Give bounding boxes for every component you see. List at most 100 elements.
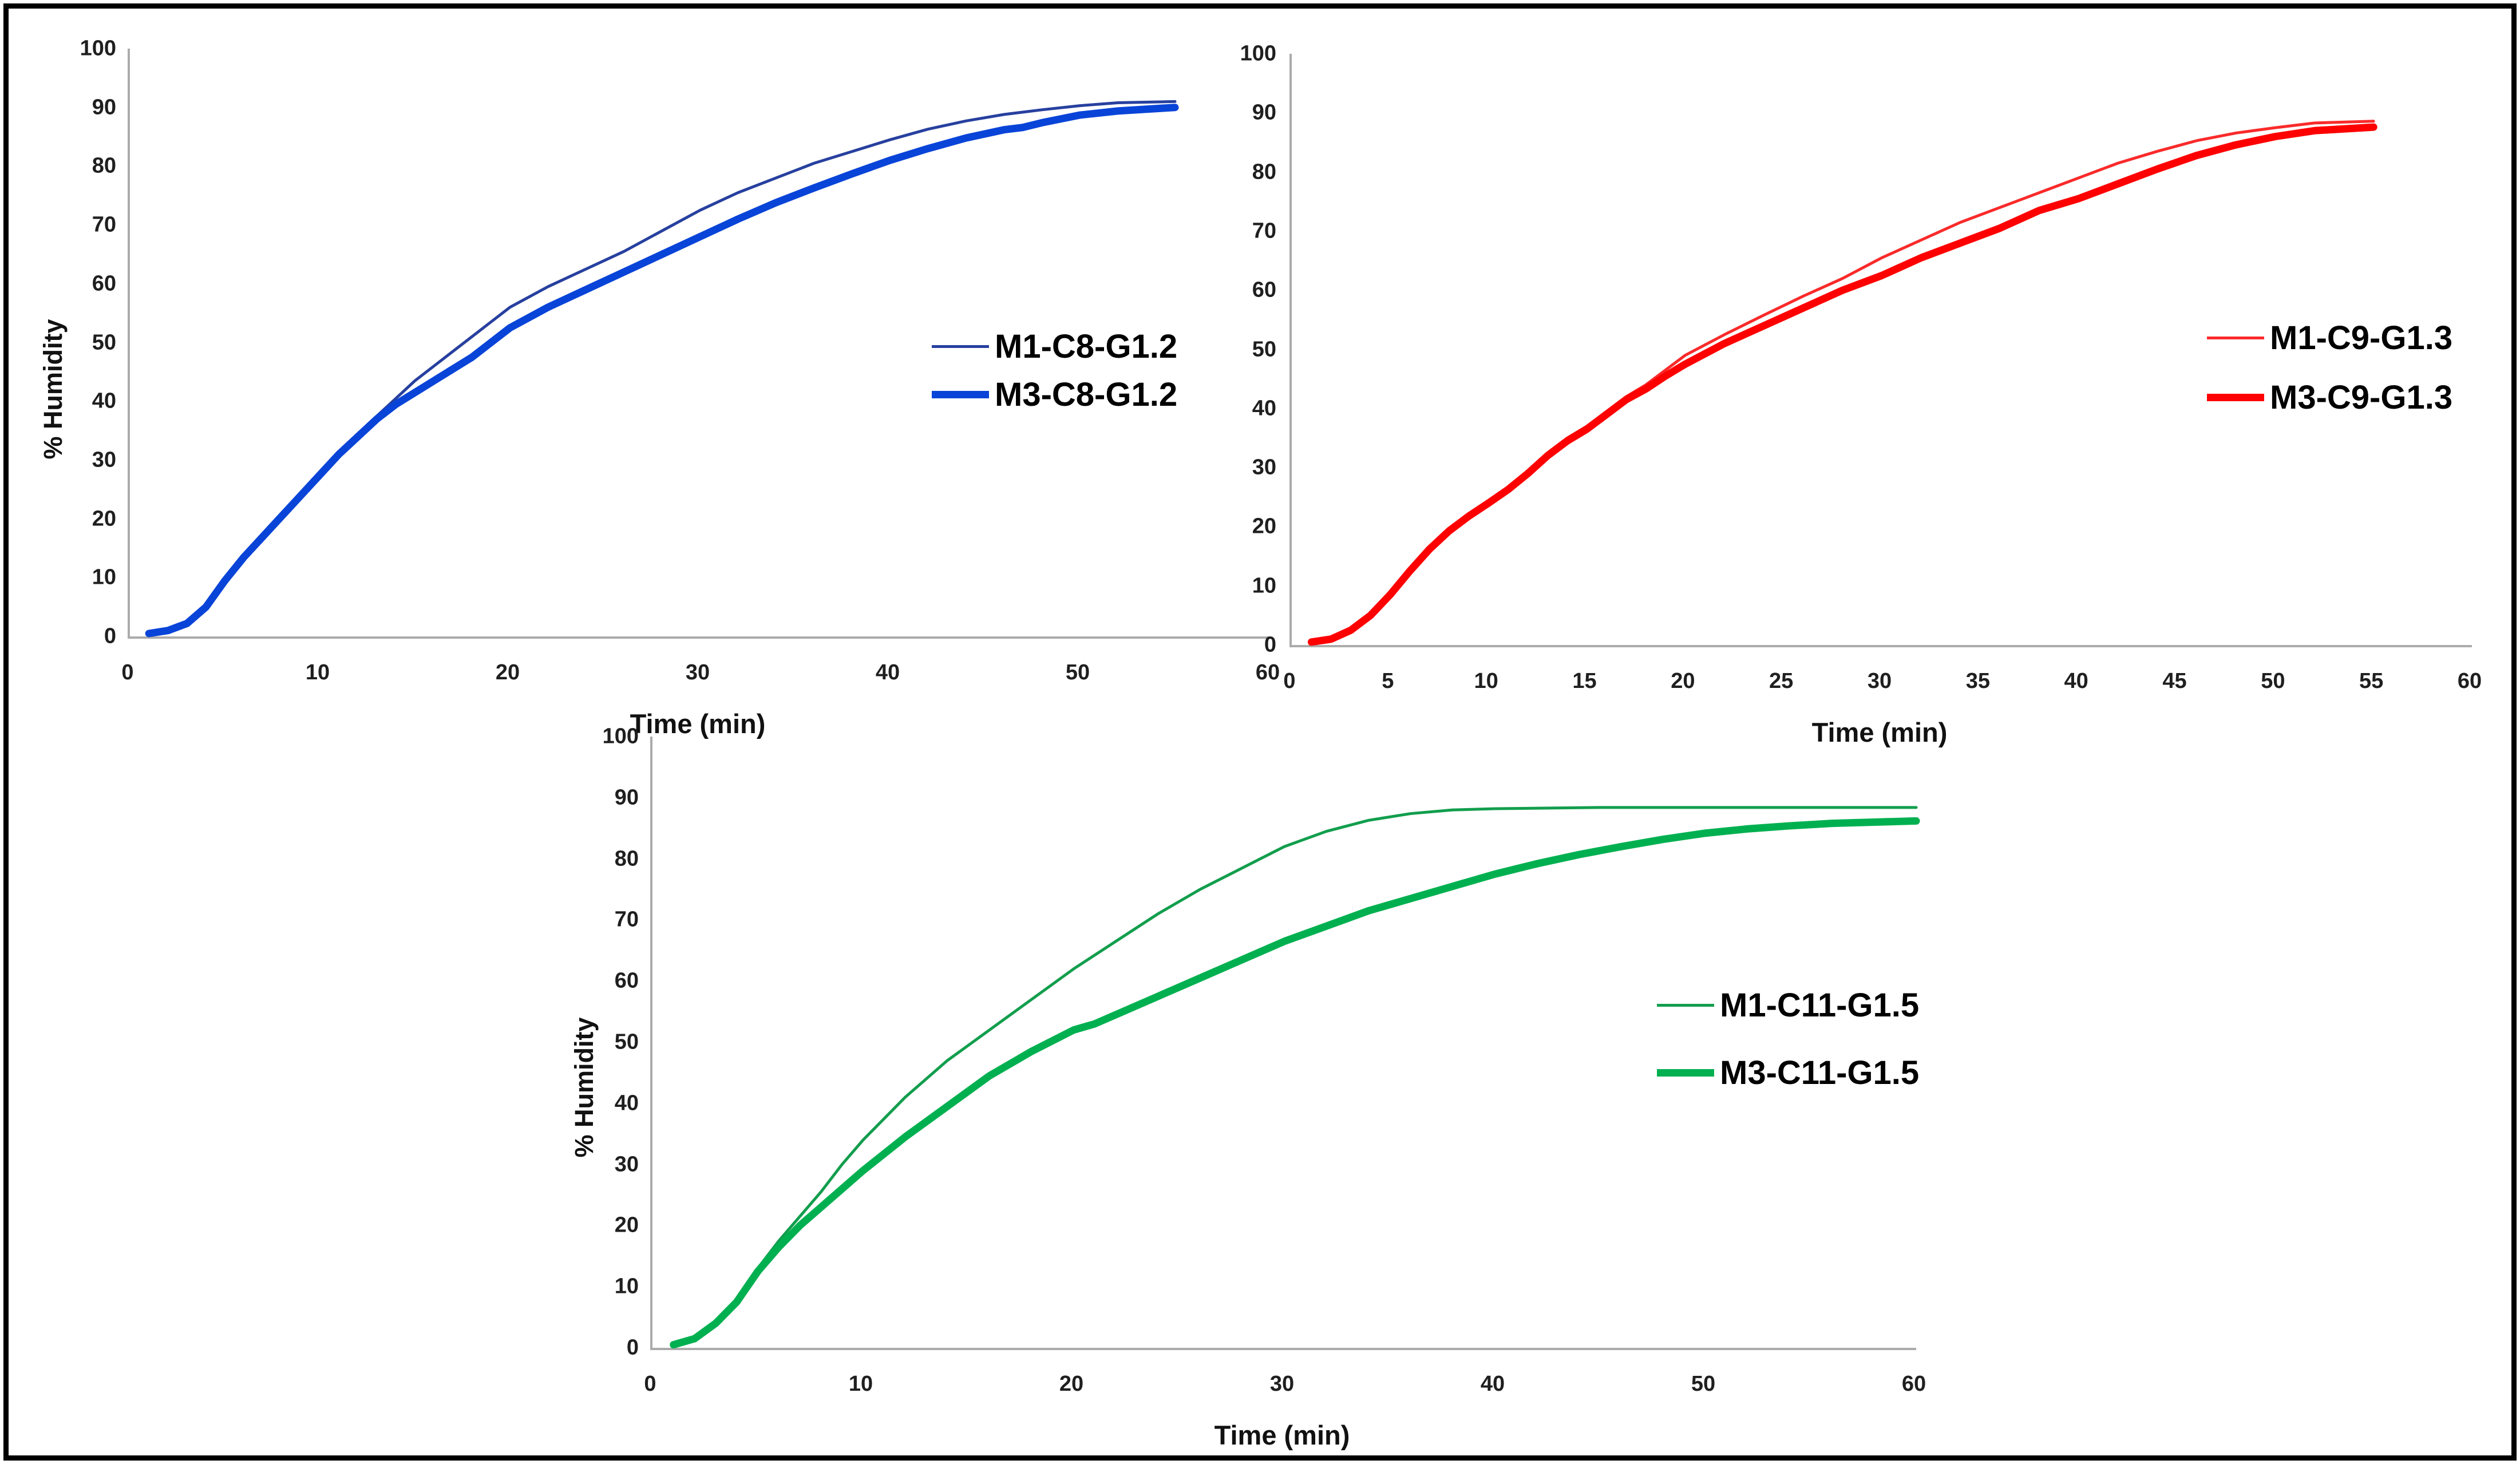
series-line-M3-C9-G1.3 — [1311, 127, 2373, 642]
y-tick-label: 100 — [1240, 41, 1276, 66]
legend-line-swatch — [1657, 1003, 1714, 1007]
legend-line-swatch — [2207, 393, 2264, 401]
line-series-canvas — [652, 737, 1916, 1348]
legend-row: M1-C11-G1.5 — [1657, 986, 1920, 1024]
x-tick-label: 20 — [495, 660, 520, 684]
y-tick-label: 70 — [614, 907, 639, 932]
legend-line-swatch — [2207, 336, 2264, 339]
x-tick-label: 5 — [1382, 669, 1394, 693]
line-series-canvas — [130, 49, 1270, 636]
x-tick-label: 40 — [1480, 1372, 1505, 1396]
x-tick-label: 15 — [1572, 669, 1597, 693]
legend-label: M3-C8-G1.2 — [995, 375, 1178, 413]
x-tick-label: 30 — [685, 660, 710, 684]
legend: M1-C9-G1.3 M3-C9-G1.3 — [2207, 319, 2452, 416]
y-tick-label: 50 — [92, 330, 116, 354]
legend-label: M1-C11-G1.5 — [1720, 986, 1920, 1024]
x-tick-label: 30 — [1867, 669, 1892, 693]
x-tick-label: 35 — [1965, 669, 1990, 693]
y-tick-label: 100 — [80, 36, 116, 61]
y-tick-label: 30 — [1252, 455, 1276, 480]
plot-area — [1289, 54, 2472, 647]
x-tick-label: 60 — [1901, 1372, 1926, 1396]
x-tick-label: 45 — [2162, 669, 2187, 693]
x-tick-label: 0 — [644, 1372, 656, 1396]
y-tick-label: 100 — [602, 724, 639, 749]
legend-label: M1-C9-G1.3 — [2270, 319, 2453, 357]
plot-area — [128, 49, 1270, 639]
y-tick-label: 70 — [92, 212, 116, 237]
series-line-M3-C8-G1.2 — [149, 108, 1175, 634]
y-tick-label: 60 — [92, 271, 116, 296]
legend-row: M1-C9-G1.3 — [2207, 319, 2453, 357]
x-tick-label: 0 — [121, 660, 134, 684]
x-axis-ticks: 0 5 10 15 20 25 30 35 40 45 50 55 60 — [1283, 669, 2482, 697]
y-tick-label: 10 — [1252, 573, 1276, 598]
legend-line-swatch — [1657, 1069, 1714, 1077]
y-tick-label: 20 — [92, 507, 116, 531]
x-tick-label: 20 — [1059, 1372, 1084, 1396]
x-axis-title: Time (min) — [1811, 717, 1948, 747]
x-tick-label: 50 — [2261, 669, 2285, 693]
legend-row: M3-C9-G1.3 — [2207, 379, 2452, 416]
legend-row: M3-C11-G1.5 — [1657, 1054, 1919, 1091]
y-tick-label: 40 — [92, 389, 116, 413]
y-tick-label: 0 — [626, 1335, 639, 1360]
y-tick-label: 80 — [614, 846, 639, 871]
y-tick-label: 90 — [614, 785, 639, 810]
y-tick-label: 30 — [614, 1152, 639, 1177]
x-tick-label: 50 — [1065, 660, 1090, 684]
y-tick-label: 30 — [92, 448, 116, 472]
y-tick-label: 10 — [614, 1274, 639, 1299]
y-axis-title: % Humidity — [569, 1017, 599, 1158]
x-axis-ticks: 0 10 20 30 40 50 60 — [644, 1372, 1926, 1399]
plot-area — [650, 737, 1916, 1350]
x-tick-label: 40 — [2064, 669, 2088, 693]
line-series-canvas — [1292, 54, 2472, 645]
x-tick-label: 25 — [1769, 669, 1794, 693]
x-axis-title: Time (min) — [1214, 1420, 1350, 1450]
legend: M1-C8-G1.2 M3-C8-G1.2 — [932, 328, 1177, 413]
y-tick-label: 40 — [1252, 396, 1276, 421]
y-tick-label: 90 — [92, 95, 116, 120]
x-tick-label: 0 — [1283, 669, 1296, 693]
legend-line-swatch — [932, 345, 989, 348]
y-tick-label: 20 — [1252, 514, 1276, 539]
legend-label: M1-C8-G1.2 — [995, 327, 1178, 365]
legend-row: M3-C8-G1.2 — [932, 376, 1177, 413]
y-tick-label: 80 — [1252, 160, 1276, 184]
x-axis-ticks: 0 10 20 30 40 50 60 — [121, 660, 1280, 688]
y-tick-label: 50 — [1252, 337, 1276, 361]
y-tick-label: 60 — [614, 968, 639, 993]
y-tick-label: 0 — [1264, 632, 1276, 657]
y-axis-ticks: 0 10 20 30 40 50 60 70 80 90 100 — [10, 37, 116, 648]
x-tick-label: 55 — [2359, 669, 2384, 693]
legend-label: M3-C9-G1.3 — [2270, 378, 2453, 416]
series-line-M3-C11-G1.5 — [674, 821, 1916, 1344]
legend-row: M1-C8-G1.2 — [932, 328, 1177, 365]
legend-label: M3-C11-G1.5 — [1720, 1054, 1920, 1091]
figure-border — [3, 3, 2517, 1461]
y-tick-label: 20 — [614, 1213, 639, 1237]
x-axis-title: Time (min) — [630, 709, 766, 739]
y-tick-label: 0 — [104, 624, 116, 648]
y-tick-label: 90 — [1252, 100, 1276, 125]
x-tick-label: 10 — [305, 660, 330, 684]
y-tick-label: 50 — [614, 1030, 639, 1054]
x-tick-label: 50 — [1691, 1372, 1716, 1396]
x-tick-label: 20 — [1671, 669, 1695, 693]
y-tick-label: 80 — [92, 153, 116, 178]
y-tick-label: 60 — [1252, 278, 1276, 302]
x-tick-label: 40 — [875, 660, 900, 684]
x-tick-label: 10 — [1474, 669, 1498, 693]
y-axis-ticks: 0 10 20 30 40 50 60 70 80 90 100 — [1179, 42, 1276, 657]
legend: M1-C11-G1.5 M3-C11-G1.5 — [1657, 987, 1919, 1091]
y-tick-label: 10 — [92, 565, 116, 589]
x-tick-label: 60 — [2457, 669, 2482, 693]
y-tick-label: 40 — [614, 1091, 639, 1115]
y-tick-label: 70 — [1252, 219, 1276, 243]
